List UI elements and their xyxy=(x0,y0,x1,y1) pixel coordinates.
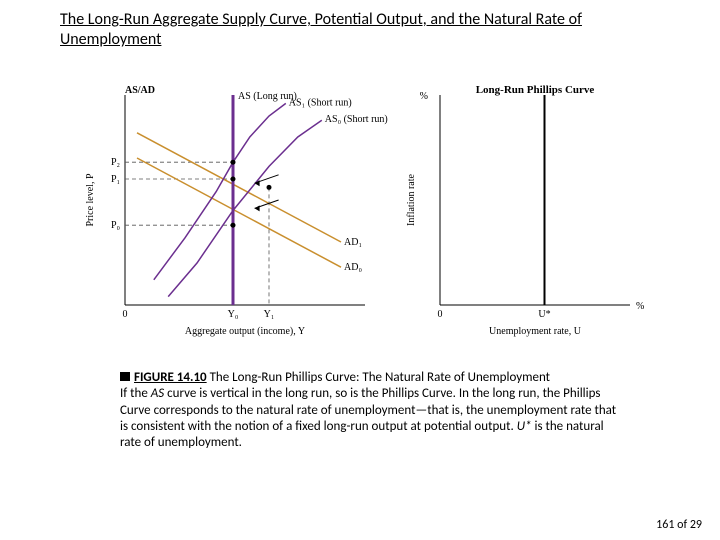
charts-container: AS/AD Price level, P Aggregate output (inc… xyxy=(80,80,640,360)
svg-text:AS/AD: AS/AD xyxy=(125,85,155,96)
svg-text:0: 0 xyxy=(438,309,443,320)
phillips-chart: Long-Run Phillips Curve% Inflation rate Un… xyxy=(400,80,640,340)
caption-u-star: U* xyxy=(517,419,532,434)
svg-text:P₀: P₀ xyxy=(111,220,121,231)
page-title: The Long-Run Aggregate Supply Curve, Pot… xyxy=(60,10,680,50)
svg-text:U*: U* xyxy=(538,309,550,320)
caption-body-pre: If the xyxy=(120,386,151,401)
svg-text:Y₁: Y₁ xyxy=(264,309,275,320)
caption-body: If the AS curve is vertical in the long … xyxy=(120,386,616,450)
svg-text:Long-Run Phillips Curve: Long-Run Phillips Curve xyxy=(476,84,595,96)
svg-text:P₁: P₁ xyxy=(111,174,120,185)
svg-text:%: % xyxy=(420,91,428,102)
bullet-icon xyxy=(120,372,130,381)
page-number: 161 of 29 xyxy=(656,518,702,532)
svg-text:Y₀: Y₀ xyxy=(228,309,239,320)
svg-text:0: 0 xyxy=(123,309,128,320)
svg-text:%: % xyxy=(636,301,644,312)
svg-text:AS (Long run): AS (Long run) xyxy=(238,91,297,102)
svg-text:Price level, P: Price level, P xyxy=(85,173,96,226)
asad-chart: AS/AD Price level, P Aggregate output (inc… xyxy=(80,80,380,340)
svg-text:AS₁ (Short run): AS₁ (Short run) xyxy=(289,97,352,108)
svg-text:Aggregate output (income), Y: Aggregate output (income), Y xyxy=(185,326,305,337)
svg-text:Unemployment rate, U: Unemployment rate, U xyxy=(489,326,582,337)
svg-text:Inflation rate: Inflation rate xyxy=(406,173,417,225)
svg-text:AS₀ (Short run): AS₀ (Short run) xyxy=(325,114,388,125)
caption-heading-text: The Long-Run Phillips Curve: The Natural… xyxy=(210,370,550,385)
caption-as: AS xyxy=(151,386,164,401)
figure-label: FIGURE 14.10 xyxy=(134,370,207,385)
svg-text:P₂: P₂ xyxy=(111,157,120,168)
svg-text:AD₀: AD₀ xyxy=(344,262,362,273)
figure-caption: FIGURE 14.10 The Long-Run Phillips Curve… xyxy=(120,370,620,451)
svg-text:AD₁: AD₁ xyxy=(344,237,362,248)
